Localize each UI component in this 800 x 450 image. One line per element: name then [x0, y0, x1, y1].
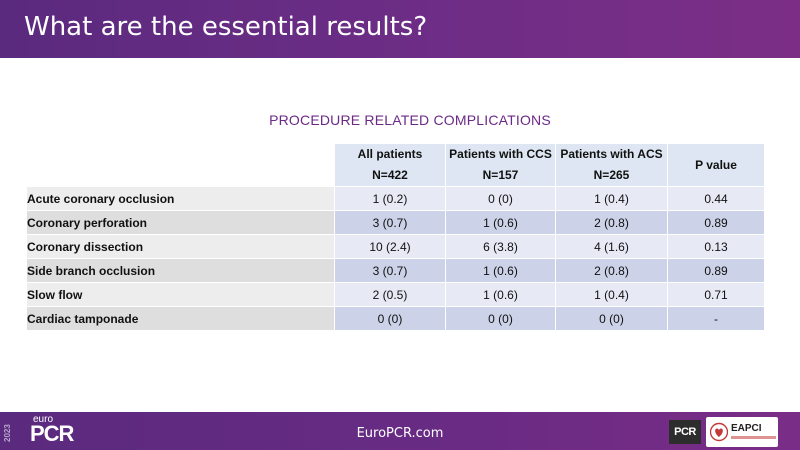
header-all-patients: All patients N=422 [335, 144, 446, 187]
cell-acs: 2 (0.8) [556, 259, 668, 283]
cell-all: 3 (0.7) [335, 211, 446, 235]
header-all-patients-n: N=422 [372, 168, 408, 182]
footer-bar [0, 412, 800, 450]
eapci-logo-text: EAPCI [731, 423, 762, 434]
table-row: Side branch occlusion 3 (0.7) 1 (0.6) 2 … [27, 259, 765, 283]
header-ccs-title: Patients with CCS [449, 147, 552, 161]
cell-all: 0 (0) [335, 307, 446, 331]
cell-ccs: 0 (0) [446, 187, 556, 211]
row-label: Coronary perforation [27, 211, 335, 235]
cell-all: 10 (2.4) [335, 235, 446, 259]
europcr-logo-euro: euro [33, 414, 54, 425]
row-label: Coronary dissection [27, 235, 335, 259]
row-label: Slow flow [27, 283, 335, 307]
table-row: Acute coronary occlusion 1 (0.2) 0 (0) 1… [27, 187, 765, 211]
header-acs-title: Patients with ACS [560, 147, 663, 161]
eapci-logo-subline [731, 436, 776, 439]
europcr-logo-pcr: PCR [30, 421, 74, 446]
cell-all: 3 (0.7) [335, 259, 446, 283]
table-row: Slow flow 2 (0.5) 1 (0.6) 1 (0.4) 0.71 [27, 283, 765, 307]
table-row: Coronary perforation 3 (0.7) 1 (0.6) 2 (… [27, 211, 765, 235]
row-label: Acute coronary occlusion [27, 187, 335, 211]
cell-all: 2 (0.5) [335, 283, 446, 307]
title-bar: What are the essential results? [0, 0, 800, 58]
cell-p: - [668, 307, 765, 331]
results-table: All patients N=422 Patients with CCS N=1… [27, 144, 765, 331]
heart-icon [710, 422, 728, 442]
footer-website-link[interactable]: EuroPCR.com [356, 426, 444, 441]
cell-p: 0.89 [668, 259, 765, 283]
cell-acs: 0 (0) [556, 307, 668, 331]
header-all-patients-title: All patients [357, 147, 423, 161]
header-blank-cell [27, 144, 335, 187]
cell-acs: 2 (0.8) [556, 211, 668, 235]
table-row: Cardiac tamponade 0 (0) 0 (0) 0 (0) - [27, 307, 765, 331]
cell-p: 0.44 [668, 187, 765, 211]
row-label: Cardiac tamponade [27, 307, 335, 331]
header-ccs-n: N=157 [482, 168, 519, 182]
header-p-value: P value [668, 144, 765, 187]
cell-p: 0.89 [668, 211, 765, 235]
header-acs-patients: Patients with ACS N=265 [556, 144, 668, 187]
slide-title: What are the essential results? [24, 12, 428, 42]
cell-ccs: 1 (0.6) [446, 211, 556, 235]
cell-ccs: 1 (0.6) [446, 259, 556, 283]
cell-acs: 1 (0.4) [556, 283, 668, 307]
cell-acs: 4 (1.6) [556, 235, 668, 259]
cell-p: 0.71 [668, 283, 765, 307]
cell-ccs: 6 (3.8) [446, 235, 556, 259]
table-header-row: All patients N=422 Patients with CCS N=1… [27, 144, 765, 187]
cell-acs: 1 (0.4) [556, 187, 668, 211]
cell-ccs: 0 (0) [446, 307, 556, 331]
pcr-logo-badge: PCR [669, 420, 701, 444]
eapci-logo-badge: EAPCI [706, 417, 778, 447]
section-title: PROCEDURE RELATED COMPLICATIONS [269, 112, 551, 128]
cell-all: 1 (0.2) [335, 187, 446, 211]
cell-ccs: 1 (0.6) [446, 283, 556, 307]
table-row: Coronary dissection 10 (2.4) 6 (3.8) 4 (… [27, 235, 765, 259]
row-label: Side branch occlusion [27, 259, 335, 283]
cell-p: 0.13 [668, 235, 765, 259]
header-acs-n: N=265 [593, 168, 630, 182]
header-ccs-patients: Patients with CCS N=157 [446, 144, 556, 187]
